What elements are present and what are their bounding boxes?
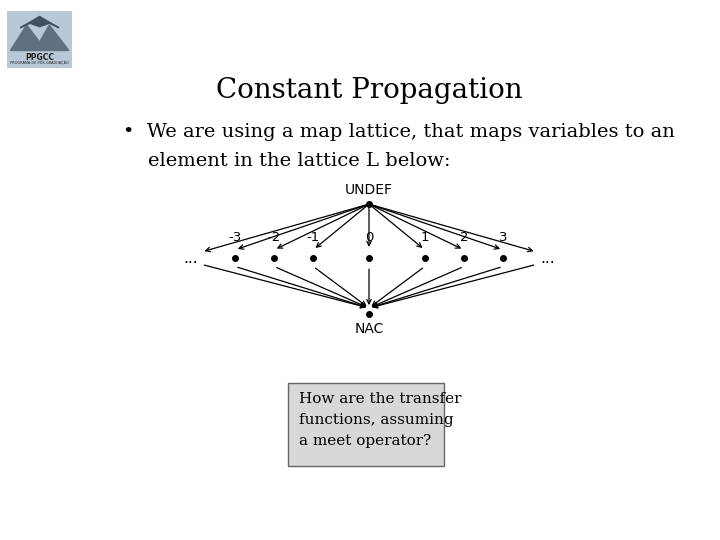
Text: ...: ...	[540, 251, 555, 266]
Text: 1: 1	[420, 231, 429, 244]
FancyBboxPatch shape	[288, 383, 444, 466]
Text: How are the transfer
functions, assuming
a meet operator?: How are the transfer functions, assuming…	[300, 393, 462, 448]
Text: NAC: NAC	[354, 322, 384, 336]
Text: 0: 0	[365, 231, 373, 244]
Text: 3: 3	[499, 231, 507, 244]
Polygon shape	[11, 25, 68, 51]
Text: PROGRAMA DE PÓS-GRADUAÇÃO: PROGRAMA DE PÓS-GRADUAÇÃO	[10, 60, 69, 65]
Text: -1: -1	[307, 231, 320, 244]
Text: Constant Propagation: Constant Propagation	[216, 77, 522, 104]
Text: ...: ...	[183, 251, 198, 266]
Text: •  We are using a map lattice, that maps variables to an: • We are using a map lattice, that maps …	[124, 123, 675, 141]
Text: -2: -2	[268, 231, 281, 244]
Text: 2: 2	[459, 231, 468, 244]
Text: -3: -3	[228, 231, 242, 244]
Text: PPGCC: PPGCC	[25, 53, 54, 62]
Text: element in the lattice L below:: element in the lattice L below:	[124, 152, 451, 170]
Text: UNDEF: UNDEF	[345, 183, 393, 197]
Polygon shape	[20, 16, 59, 28]
